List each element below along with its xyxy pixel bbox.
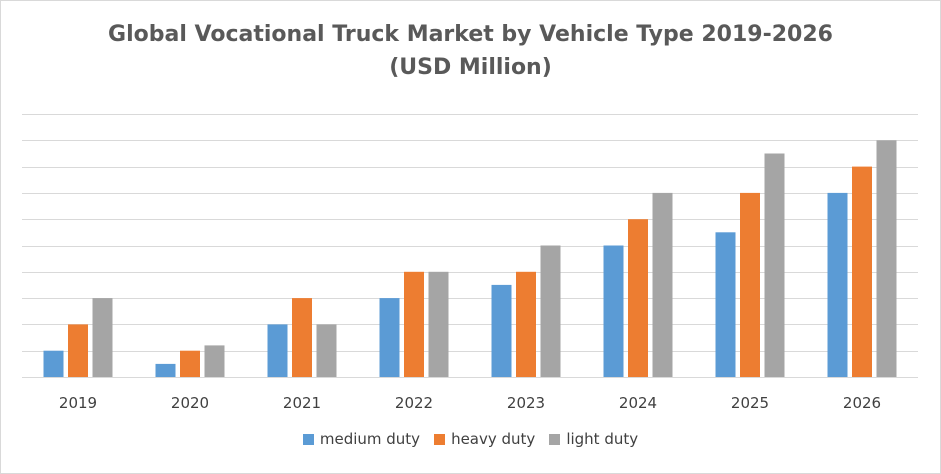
x-tick-label: 2026 bbox=[843, 394, 881, 412]
bar-light-duty-2026 bbox=[876, 140, 897, 377]
legend-swatch bbox=[549, 433, 561, 445]
bar-medium-duty-2021 bbox=[267, 324, 288, 377]
legend-swatch bbox=[434, 433, 446, 445]
bar-medium-duty-2024 bbox=[603, 245, 624, 377]
bar-heavy-duty-2022 bbox=[404, 271, 424, 377]
bar-heavy-duty-2019 bbox=[68, 324, 88, 377]
bar-light-duty-2021 bbox=[316, 324, 337, 377]
chart-title: Global Vocational Truck Market by Vehicl… bbox=[0, 18, 941, 84]
bar-heavy-duty-2025 bbox=[740, 192, 760, 377]
x-tick-label: 2025 bbox=[731, 394, 769, 412]
bar-medium-duty-2025 bbox=[715, 232, 736, 377]
x-tick-label: 2020 bbox=[171, 394, 209, 412]
bar-light-duty-2024 bbox=[652, 192, 673, 377]
chart-subtitle-text: (USD Million) bbox=[389, 55, 552, 80]
bar-light-duty-2025 bbox=[764, 153, 785, 377]
bar-medium-duty-2019 bbox=[43, 350, 64, 377]
bar-light-duty-2019 bbox=[92, 298, 113, 377]
bar-heavy-duty-2024 bbox=[628, 219, 648, 377]
bar-heavy-duty-2020 bbox=[180, 350, 200, 377]
legend-swatch bbox=[302, 433, 314, 445]
chart-title-text: Global Vocational Truck Market by Vehicl… bbox=[108, 22, 833, 47]
legend-label: light duty bbox=[566, 430, 639, 448]
legend-item-heavy-duty: heavy duty bbox=[434, 430, 535, 448]
legend: medium duty heavy duty light duty bbox=[0, 430, 941, 448]
x-tick-label: 2022 bbox=[395, 394, 433, 412]
bar-medium-duty-2026 bbox=[827, 192, 848, 377]
legend-label: medium duty bbox=[319, 430, 421, 448]
bar-heavy-duty-2026 bbox=[852, 166, 872, 377]
bar-medium-duty-2020 bbox=[155, 363, 176, 377]
bar-light-duty-2022 bbox=[428, 271, 449, 377]
bar-heavy-duty-2023 bbox=[516, 271, 536, 377]
bar-medium-duty-2023 bbox=[491, 284, 512, 377]
bar-light-duty-2023 bbox=[540, 245, 561, 377]
x-tick-label: 2021 bbox=[283, 394, 321, 412]
bar-heavy-duty-2021 bbox=[292, 298, 312, 377]
bar-medium-duty-2022 bbox=[379, 298, 400, 377]
legend-label: heavy duty bbox=[451, 430, 536, 448]
bar-light-duty-2020 bbox=[204, 345, 225, 377]
legend-item-medium-duty: medium duty bbox=[302, 430, 421, 448]
legend-item-light-duty: light duty bbox=[549, 430, 638, 448]
bars bbox=[43, 140, 897, 377]
x-tick-labels: 2019 2020 2021 2022 2023 2024 2025 2026 bbox=[59, 394, 881, 412]
x-tick-label: 2023 bbox=[507, 394, 545, 412]
x-tick-label: 2024 bbox=[619, 394, 657, 412]
x-tick-label: 2019 bbox=[59, 394, 97, 412]
